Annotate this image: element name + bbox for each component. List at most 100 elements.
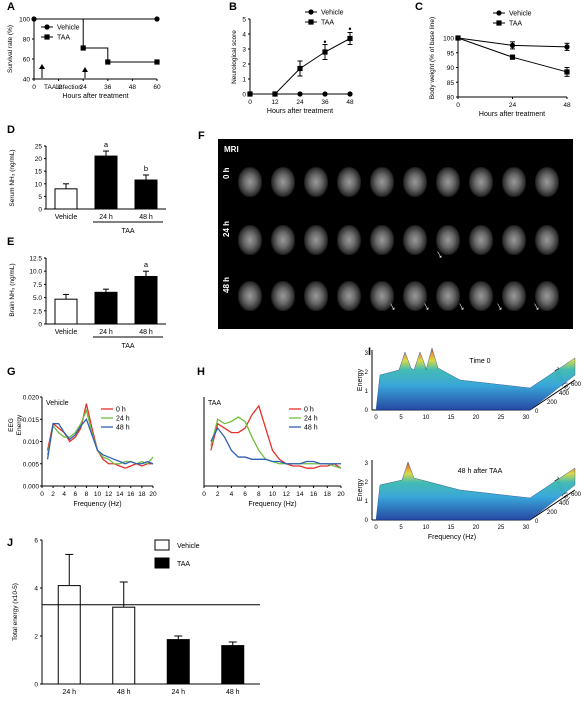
point-taa <box>80 45 86 51</box>
legend-label-vehicle: Vehicle <box>509 11 532 18</box>
energy-surface <box>375 347 576 411</box>
y-tick-label: 60 <box>23 57 31 64</box>
x-tick-label: 10 <box>269 491 277 498</box>
mri-slice <box>271 281 295 311</box>
x-tick-label: 16 <box>310 491 318 498</box>
frequency-tick-label: 5 <box>399 415 403 421</box>
x-tick-label: 0 <box>248 99 252 106</box>
x-tick-label: 60 <box>153 84 161 91</box>
y-tick-label: 20 <box>35 156 43 163</box>
y-tick-label: 0.010 <box>23 439 40 446</box>
x-tick-label: 48 <box>129 84 137 91</box>
x-axis-label: Hours after treatment <box>267 108 333 115</box>
point-vehicle <box>347 91 353 97</box>
energy-tick-label: 2 <box>365 480 369 486</box>
x-tick-label: 24 <box>296 99 304 106</box>
panel-letter-e: E <box>7 236 14 248</box>
panel-letter-d: D <box>7 124 15 136</box>
group-label: TAA <box>121 228 134 235</box>
bar <box>57 585 81 685</box>
panel-letter: H <box>197 366 205 378</box>
x-tick-label: 0 <box>202 491 206 498</box>
mri-slice <box>502 281 526 311</box>
series-line-taa <box>82 19 157 63</box>
x-tick-label: 4 <box>230 491 234 498</box>
time-tick-label: 600 <box>571 492 582 498</box>
y-axis-label: Body weight (% of base line) <box>429 17 436 99</box>
x-tick-label: 12 <box>283 491 291 498</box>
y-tick-label: 0.000 <box>23 484 40 491</box>
x-tick-label: 48 <box>346 99 354 106</box>
point-taa <box>455 35 461 41</box>
x-tick-label: 4 <box>62 491 66 498</box>
panel-letter: G <box>7 366 16 378</box>
mri-title: MRI <box>224 145 239 154</box>
x-tick-label: 20 <box>149 491 157 498</box>
time-tick-label: 0 <box>535 409 539 415</box>
mri-slice <box>403 225 427 255</box>
point-vehicle <box>154 16 160 22</box>
x-tick-label: 12 <box>271 99 279 106</box>
panel-letter-a: A <box>7 1 15 13</box>
mri-slice <box>535 225 559 255</box>
mri-slice <box>535 167 559 197</box>
bar <box>221 645 245 685</box>
x-tick-label: 12 <box>55 84 63 91</box>
point-taa <box>297 65 303 72</box>
y-tick-label: 5 <box>38 194 42 201</box>
category-label: 24 h <box>99 214 113 221</box>
x-tick-label: 18 <box>324 491 332 498</box>
category-label: 48 h <box>139 214 153 221</box>
energy-tick-label: 1 <box>365 389 369 395</box>
legend-marker-taa <box>308 19 314 25</box>
x-tick-label: 10 <box>94 491 102 498</box>
point-vehicle <box>272 91 278 97</box>
legend-label: 48 h <box>304 425 318 432</box>
legend-marker-taa <box>44 34 50 40</box>
frequency-tick-label: 15 <box>448 525 455 531</box>
legend-label: 24 h <box>304 416 318 423</box>
mri-slice <box>238 167 262 197</box>
y-tick-label: 0 <box>242 92 246 99</box>
y-tick-label: 0.005 <box>23 461 40 468</box>
mri-row-label: 24 h <box>222 220 231 237</box>
y-tick-label: 15 <box>35 169 43 176</box>
bar <box>54 298 78 325</box>
time-tick-label: 0 <box>535 519 539 525</box>
x-axis-label: Hours after treatment <box>62 93 128 100</box>
significance-mark: • <box>323 37 326 47</box>
mri-slice <box>436 281 460 311</box>
category-label: 48 h <box>226 689 240 696</box>
mri-row-label: 48 h <box>222 276 231 293</box>
mri-slice <box>535 281 559 311</box>
legend-marker-vehicle <box>44 24 50 30</box>
frequency-tick-label: 30 <box>523 415 530 421</box>
y-tick-label: 100 <box>19 17 30 24</box>
y-tick-label: 80 <box>447 95 455 102</box>
point-taa <box>347 35 353 42</box>
y-axis-label: Total energy (x10-5) <box>12 583 19 641</box>
mri-slice <box>337 167 361 197</box>
bar <box>134 179 158 210</box>
plot-title: 48 h after TAA <box>458 468 503 475</box>
frequency-tick-label: 10 <box>423 415 430 421</box>
x-tick-label: 14 <box>296 491 304 498</box>
frequency-tick-label: 10 <box>423 525 430 531</box>
point-taa <box>154 59 160 65</box>
frequency-tick-label: 25 <box>498 525 505 531</box>
mri-slice <box>370 225 394 255</box>
significance-mark: • <box>348 24 351 34</box>
y-tick-label: 95 <box>447 50 455 57</box>
plot-title: TAA <box>208 400 221 407</box>
energy-tick-label: 1 <box>365 499 369 505</box>
category-label: Vehicle <box>55 214 78 221</box>
x-axis-label: Frequency (Hz) <box>248 501 296 508</box>
x-tick-label: 0 <box>40 491 44 498</box>
bar <box>54 188 78 210</box>
group-label: TAA <box>121 343 134 350</box>
x-tick-label: 24 <box>80 84 88 91</box>
time-tick-label: 600 <box>571 382 582 388</box>
panel-letter-f: F <box>198 130 205 142</box>
mri-slice <box>502 167 526 197</box>
energy-surface <box>375 461 576 521</box>
